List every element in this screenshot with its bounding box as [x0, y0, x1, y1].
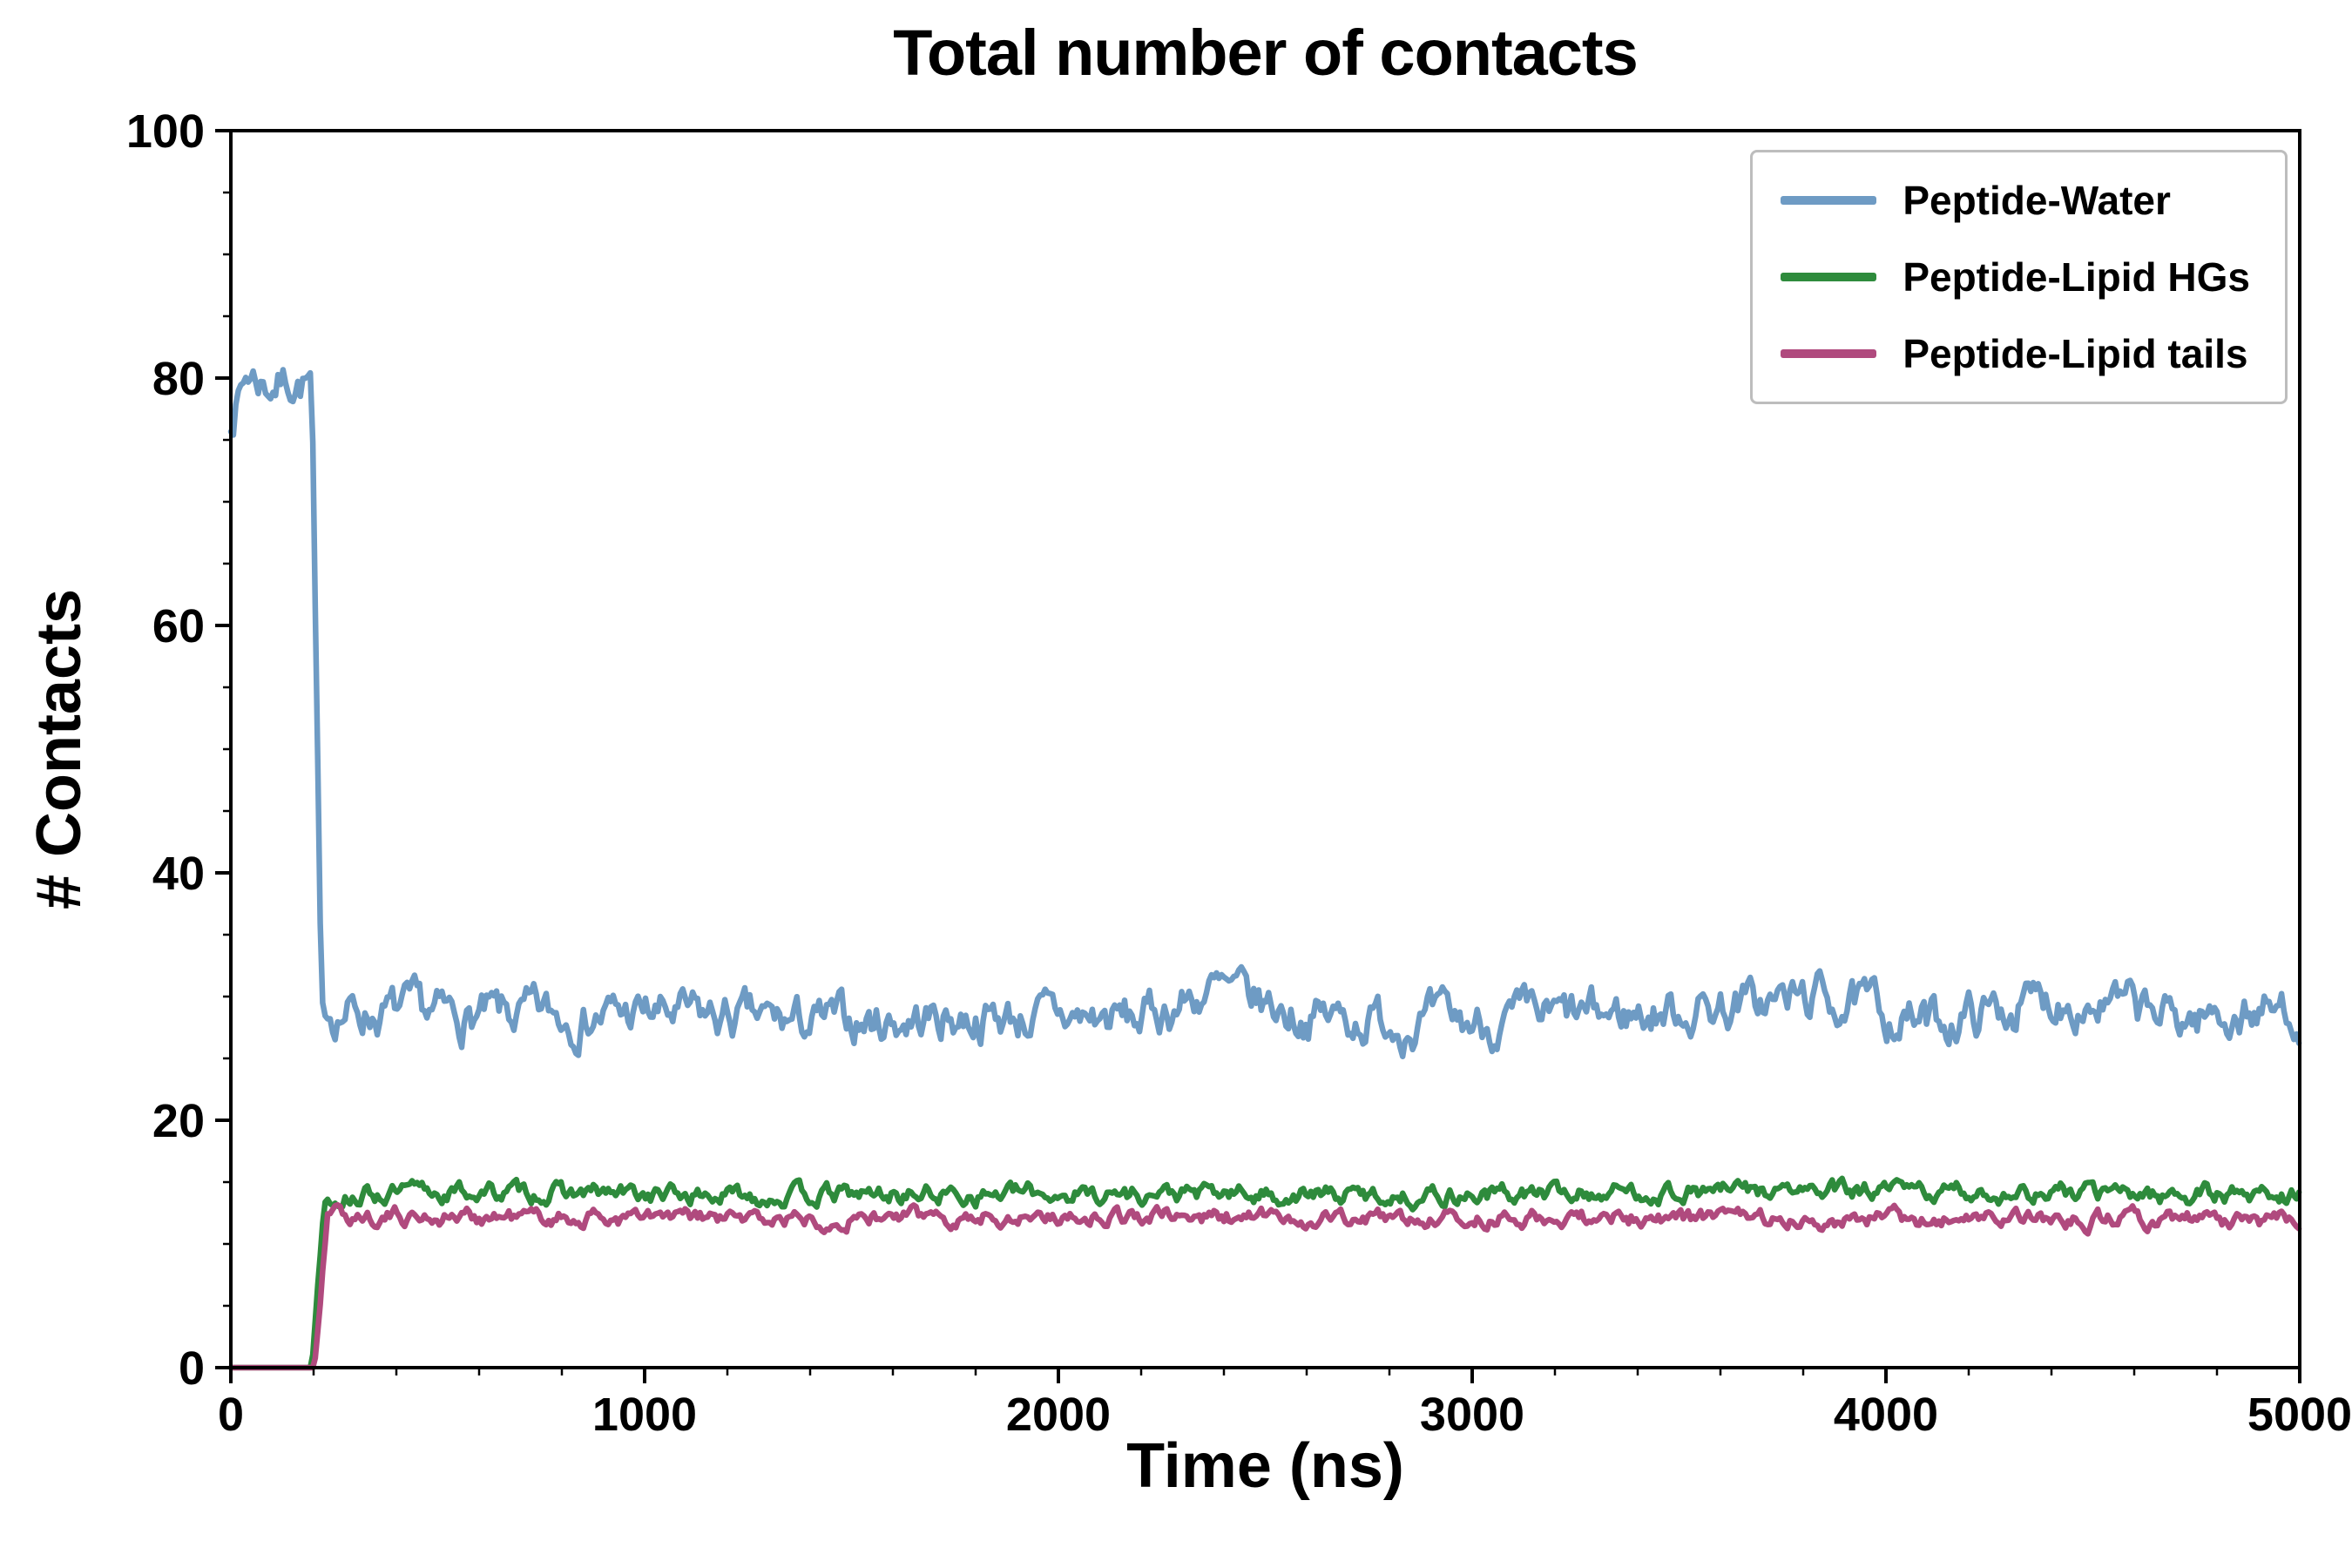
legend-label: Peptide-Lipid HGs: [1903, 254, 2250, 300]
legend-item-peptide-lipid-hgs[interactable]: Peptide-Lipid HGs: [1781, 253, 2250, 301]
series-lines: [227, 367, 2302, 1371]
svg-text:1000: 1000: [592, 1389, 697, 1441]
svg-text:20: 20: [152, 1095, 205, 1147]
svg-text:5000: 5000: [2247, 1389, 2352, 1441]
svg-text:40: 40: [152, 848, 205, 900]
svg-text:100: 100: [126, 105, 205, 158]
series-line-peptide-lipid-tails: [227, 1201, 2302, 1371]
legend-label: Peptide-Lipid tails: [1903, 331, 2248, 376]
svg-text:0: 0: [179, 1342, 205, 1395]
legend-item-peptide-water[interactable]: Peptide-Water: [1781, 177, 2250, 224]
legend-swatch-peptide-lipid-hgs: [1781, 273, 1877, 281]
series-line-peptide-lipid-hgs: [227, 1175, 2302, 1371]
svg-text:80: 80: [152, 353, 205, 405]
svg-text:60: 60: [152, 600, 205, 652]
tick-labels: 0 1000 2000 3000 4000 5000 0 20 40 60 80 100: [126, 105, 2352, 1441]
svg-text:2000: 2000: [1006, 1389, 1111, 1441]
legend-swatch-peptide-water: [1781, 196, 1877, 205]
chart-title: Total number of contacts: [893, 17, 1638, 89]
axis-ticks: [215, 129, 2301, 1383]
legend-item-peptide-lipid-tails[interactable]: Peptide-Lipid tails: [1781, 330, 2250, 377]
svg-text:3000: 3000: [1420, 1389, 1524, 1441]
legend-label: Peptide-Water: [1903, 178, 2171, 223]
legend-swatch-peptide-lipid-tails: [1781, 349, 1877, 358]
x-axis-label: Time (ns): [1126, 1431, 1404, 1501]
series-line-peptide-water: [227, 367, 2302, 1059]
svg-text:4000: 4000: [1834, 1389, 1938, 1441]
legend: Peptide-Water Peptide-Lipid HGs Peptide-Li…: [1750, 150, 2288, 404]
svg-text:0: 0: [218, 1389, 244, 1441]
